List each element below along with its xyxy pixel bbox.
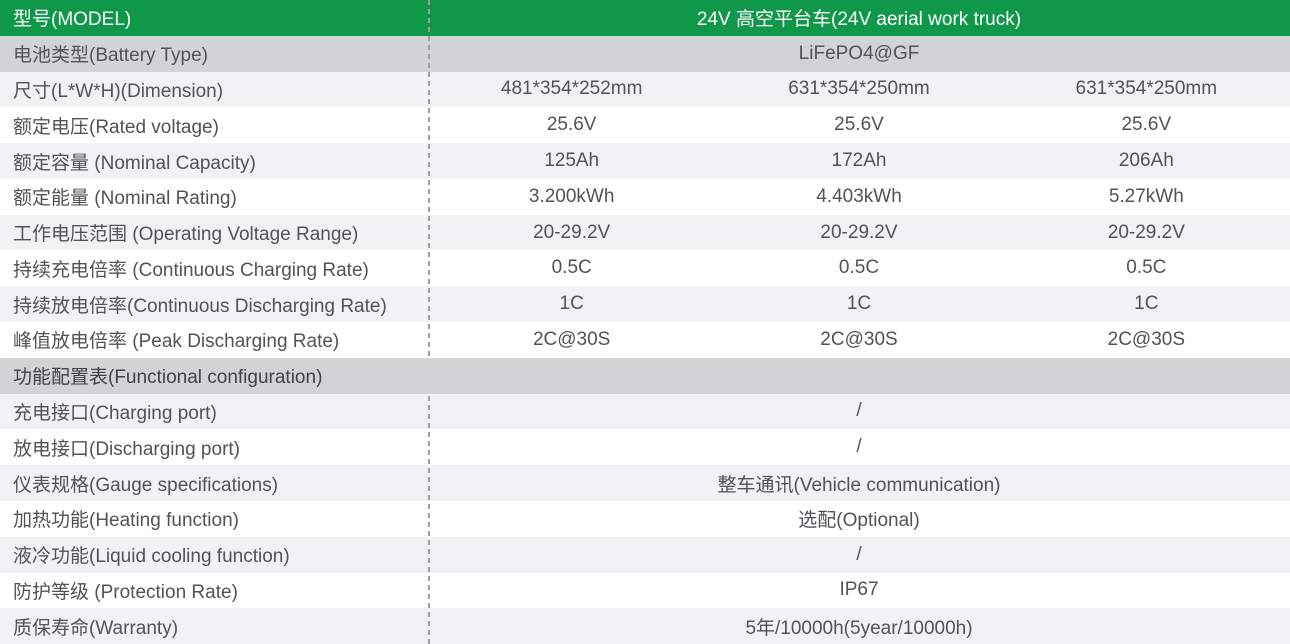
row-label: 电池类型(Battery Type): [13, 45, 208, 67]
row-value: 5年/10000h(5year/10000h): [745, 617, 973, 639]
spec-row: 峰值放电倍率 (Peak Discharging Rate) 2C@30S 2C@3…: [0, 322, 1290, 358]
spec-row: 加热功能(Heating function) 选配(Optional): [0, 500, 1290, 537]
row-value: 2C@30S: [820, 328, 898, 350]
spec-row: 工作电压范围 (Operating Voltage Range) 20-29.2V…: [0, 214, 1290, 251]
row-value: 1C: [1134, 293, 1159, 315]
row-value: 25.6V: [834, 114, 884, 136]
row-value: 3.200kWh: [528, 185, 615, 207]
row-label: 持续充电倍率 (Continuous Charging Rate): [13, 259, 369, 281]
row-value: /: [856, 543, 862, 565]
row-value: 5.27kWh: [1108, 185, 1184, 207]
spec-row: 额定容量 (Nominal Capacity) 125Ah 172Ah 206Ah: [0, 143, 1290, 179]
row-values: IP67: [428, 573, 1290, 609]
row-value: 选配(Optional): [798, 510, 920, 532]
row-values: 5年/10000h(5year/10000h): [428, 608, 1290, 644]
model-value: 24V 高空平台车(24V aerial work truck): [696, 9, 1022, 31]
row-label: 液冷功能(Liquid cooling function): [13, 546, 290, 568]
row-values: 125Ah 172Ah 206Ah: [428, 143, 1290, 179]
row-value: 20-29.2V: [533, 221, 611, 243]
row-label: 持续放电倍率(Continuous Discharging Rate): [13, 295, 387, 317]
row-value: 0.5C: [838, 257, 880, 279]
spec-row: 电池类型(Battery Type) LiFePO4@GF: [0, 35, 1290, 72]
row-value: 25.6V: [1121, 114, 1172, 136]
row-value: 631*354*250mm: [1075, 78, 1218, 100]
spec-row: 持续充电倍率 (Continuous Charging Rate) 0.5C 0.5…: [0, 250, 1290, 287]
row-label: 加热功能(Heating function): [13, 510, 239, 532]
row-value: 172Ah: [831, 150, 887, 172]
row-label: 工作电压范围 (Operating Voltage Range): [13, 224, 359, 246]
row-value: 481*354*252mm: [500, 78, 643, 100]
row-value: /: [856, 400, 862, 422]
row-values: /: [428, 537, 1290, 573]
model-label: 型号(MODEL): [13, 9, 132, 31]
row-label: 放电接口(Discharging port): [13, 438, 240, 460]
row-values: 481*354*252mm 631*354*250mm 631*354*250mm: [428, 72, 1290, 108]
row-value: 4.403kWh: [816, 185, 902, 207]
spec-row: 质保寿命(Warranty) 5年/10000h(5year/10000h): [0, 608, 1290, 644]
row-value: 20-29.2V: [820, 221, 898, 243]
row-values: 20-29.2V 20-29.2V 20-29.2V: [428, 215, 1290, 251]
row-value: 206Ah: [1118, 150, 1174, 172]
row-value: 20-29.2V: [1107, 221, 1185, 243]
row-label: 尺寸(L*W*H)(Dimension): [13, 80, 224, 102]
row-value: 0.5C: [1126, 257, 1167, 279]
row-label: 防护等级 (Protection Rate): [13, 581, 238, 603]
row-value: IP67: [839, 579, 879, 601]
row-values: 3.200kWh 4.403kWh 5.27kWh: [428, 179, 1290, 215]
spec-row: 额定电压(Rated voltage) 25.6V 25.6V 25.6V: [0, 107, 1290, 144]
row-values: /: [428, 394, 1290, 430]
header-values: 24V 高空平台车(24V aerial work truck): [428, 0, 1290, 36]
row-values: LiFePO4@GF: [428, 36, 1290, 72]
section-header-row: 功能配置表(Functional configuration): [0, 357, 1290, 394]
spec-row: 持续放电倍率(Continuous Discharging Rate) 1C 1C 1…: [0, 286, 1290, 323]
spec-row: 充电接口(Charging port) /: [0, 393, 1290, 430]
row-value: 0.5C: [551, 257, 592, 279]
row-values: 选配(Optional): [428, 501, 1290, 537]
row-value: 2C@30S: [532, 328, 611, 350]
row-value: 125Ah: [544, 150, 600, 172]
spec-row: 尺寸(L*W*H)(Dimension) 481*354*252mm 631*354…: [0, 71, 1290, 108]
row-value: 整车通讯(Vehicle communication): [717, 474, 1001, 496]
row-values: /: [428, 429, 1290, 465]
row-value: 25.6V: [546, 114, 597, 136]
spec-row: 液冷功能(Liquid cooling function) /: [0, 536, 1290, 573]
row-label: 额定容量 (Nominal Capacity): [13, 152, 256, 174]
row-values: 整车通讯(Vehicle communication): [428, 465, 1290, 501]
row-label: 质保寿命(Warranty): [13, 617, 179, 639]
row-value: LiFePO4@GF: [798, 42, 920, 64]
row-values: 2C@30S 2C@30S 2C@30S: [428, 322, 1290, 358]
row-value: /: [856, 436, 862, 458]
row-value: 631*354*250mm: [788, 78, 930, 100]
row-label: 仪表规格(Gauge specifications): [13, 474, 279, 496]
row-value: 1C: [846, 293, 872, 315]
row-value: 2C@30S: [1107, 328, 1186, 350]
spec-row: 额定能量 (Nominal Rating) 3.200kWh 4.403kWh 5.2…: [0, 178, 1290, 215]
row-values: 1C 1C 1C: [428, 286, 1290, 322]
row-values: 0.5C 0.5C 0.5C: [428, 250, 1290, 286]
spec-row: 仪表规格(Gauge specifications) 整车通讯(Vehicle c…: [0, 465, 1290, 501]
table-header-row: 型号(MODEL) 24V 高空平台车(24V aerial work truck…: [0, 0, 1290, 36]
row-values: 25.6V 25.6V 25.6V: [428, 107, 1290, 143]
row-label: 充电接口(Charging port): [13, 402, 217, 424]
row-label: 额定能量 (Nominal Rating): [13, 188, 237, 210]
row-value: 1C: [559, 293, 584, 315]
section-label: 功能配置表(Functional configuration): [13, 367, 323, 389]
spec-row: 放电接口(Discharging port) /: [0, 429, 1290, 466]
row-label: 峰值放电倍率 (Peak Discharging Rate): [13, 331, 340, 353]
row-label: 额定电压(Rated voltage): [13, 116, 219, 138]
spec-row: 防护等级 (Protection Rate) IP67: [0, 572, 1290, 609]
